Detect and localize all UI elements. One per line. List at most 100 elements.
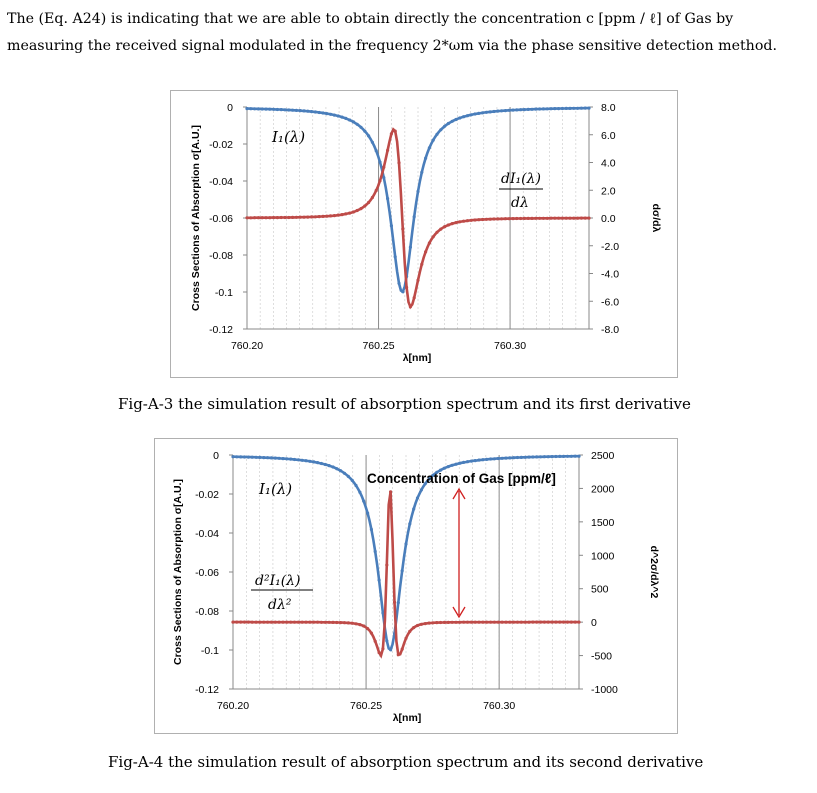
data-point — [319, 620, 323, 624]
annotation-i1: I₁(λ) — [258, 480, 292, 498]
data-point — [500, 109, 504, 113]
data-point — [355, 122, 359, 126]
data-point — [329, 112, 333, 116]
data-point — [427, 621, 431, 625]
data-point — [562, 454, 566, 458]
data-point — [392, 600, 397, 604]
data-point — [373, 549, 377, 554]
y2-tick-label: 2000 — [591, 483, 615, 495]
data-point — [381, 611, 385, 615]
data-point — [331, 620, 335, 624]
data-point — [256, 107, 260, 111]
data-point — [443, 225, 447, 229]
data-point — [443, 124, 447, 128]
paragraph-line-1: The (Eq. A24) is indicating that we are … — [7, 11, 734, 27]
data-point — [419, 622, 423, 626]
data-point — [496, 456, 500, 461]
data-point — [419, 488, 423, 492]
data-point — [362, 499, 366, 503]
data-point — [312, 620, 316, 624]
data-point — [404, 542, 408, 546]
data-point — [489, 457, 493, 461]
data-point — [511, 217, 515, 221]
y2-tick-label: 8.0 — [601, 102, 616, 114]
data-point — [496, 620, 500, 624]
data-point — [473, 112, 477, 116]
figure-a3-chart: 0 -0.02 -0.04 -0.06 -0.08 -0.1 -0.12 8.0 6.0 4.0 2… — [170, 90, 678, 378]
data-point — [565, 454, 570, 458]
data-point — [408, 245, 412, 249]
data-point — [268, 216, 272, 220]
data-point — [231, 620, 235, 624]
data-point — [281, 620, 285, 624]
data-point — [458, 220, 462, 224]
data-point — [473, 459, 477, 463]
data-point — [397, 281, 401, 285]
data-point — [277, 456, 281, 460]
data-point — [450, 620, 454, 624]
data-point — [515, 455, 520, 460]
data-point — [511, 108, 515, 112]
data-point — [358, 623, 362, 627]
data-point — [366, 627, 370, 631]
data-point — [530, 107, 534, 111]
data-point — [294, 108, 298, 112]
data-point — [249, 107, 253, 111]
data-point — [250, 455, 254, 459]
data-point — [370, 195, 374, 200]
y2-tick-label: 1500 — [591, 517, 615, 529]
data-point — [351, 120, 355, 124]
y-tick-label: -0.06 — [195, 567, 219, 579]
data-point — [258, 620, 262, 624]
data-point — [507, 108, 511, 112]
data-point — [523, 455, 527, 459]
data-point — [541, 107, 545, 111]
data-point — [427, 146, 431, 150]
data-point — [294, 215, 298, 219]
y-tick-label: -0.02 — [195, 489, 219, 501]
data-point — [526, 216, 530, 220]
data-point — [242, 455, 247, 459]
figure-a4-plot: 0 -0.02 -0.04 -0.06 -0.08 -0.1 -0.12 2500 2000 15… — [172, 450, 660, 724]
data-point — [296, 620, 300, 624]
data-point — [416, 189, 420, 194]
data-point — [431, 138, 435, 142]
data-point — [488, 110, 492, 114]
data-point — [336, 114, 340, 118]
data-point — [415, 496, 420, 500]
y2-tick-label: 2.0 — [601, 185, 616, 197]
data-point — [269, 456, 273, 460]
data-point — [458, 461, 462, 465]
data-point — [323, 620, 327, 624]
data-point — [351, 210, 355, 214]
data-point — [362, 624, 366, 628]
data-point — [332, 113, 336, 117]
data-point — [503, 109, 507, 113]
data-point — [313, 215, 317, 219]
data-point — [316, 461, 320, 465]
data-point — [564, 216, 568, 220]
data-point — [266, 620, 270, 624]
data-point — [369, 527, 373, 531]
data-point — [258, 455, 262, 459]
data-point — [558, 454, 562, 458]
data-point — [454, 462, 458, 466]
data-point — [549, 107, 553, 111]
data-point — [302, 109, 306, 113]
data-point — [325, 112, 329, 116]
data-point — [450, 222, 454, 226]
data-point — [285, 620, 289, 624]
data-point — [427, 477, 431, 481]
annotation-i1-label: I₁(λ) — [258, 480, 292, 498]
data-point — [512, 620, 516, 624]
y-tick-label: 0 — [213, 450, 219, 462]
data-point — [355, 208, 359, 213]
data-point — [469, 218, 473, 222]
data-point — [289, 620, 293, 624]
y2-tick-label: -4.0 — [601, 269, 619, 281]
data-point — [350, 478, 354, 482]
data-point — [249, 216, 253, 220]
data-point — [342, 471, 347, 475]
data-point — [485, 457, 489, 461]
y2-axis-title: dσ/dλ — [650, 204, 662, 233]
